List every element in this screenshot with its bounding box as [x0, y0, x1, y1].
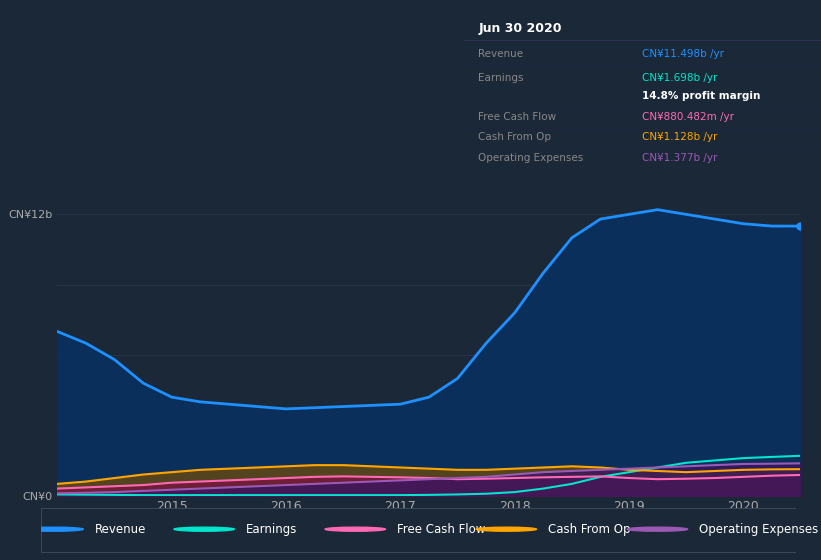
Text: Earnings: Earnings — [478, 73, 524, 83]
Text: CN¥1.377b /yr: CN¥1.377b /yr — [643, 153, 718, 163]
Text: Revenue: Revenue — [478, 49, 523, 59]
Text: Cash From Op: Cash From Op — [478, 132, 551, 142]
Text: Free Cash Flow: Free Cash Flow — [397, 522, 485, 536]
Text: Operating Expenses: Operating Expenses — [699, 522, 819, 536]
Text: CN¥1.128b /yr: CN¥1.128b /yr — [643, 132, 718, 142]
Text: Revenue: Revenue — [94, 522, 146, 536]
Circle shape — [476, 527, 537, 531]
Text: CN¥880.482m /yr: CN¥880.482m /yr — [643, 111, 735, 122]
Text: Free Cash Flow: Free Cash Flow — [478, 111, 557, 122]
Circle shape — [174, 527, 235, 531]
Text: Earnings: Earnings — [245, 522, 297, 536]
Circle shape — [325, 527, 386, 531]
Circle shape — [627, 527, 688, 531]
Text: 14.8% profit margin: 14.8% profit margin — [643, 91, 761, 101]
Circle shape — [23, 527, 84, 531]
Text: CN¥1.698b /yr: CN¥1.698b /yr — [643, 73, 718, 83]
FancyBboxPatch shape — [41, 507, 796, 552]
Text: Jun 30 2020: Jun 30 2020 — [478, 22, 562, 35]
Text: CN¥11.498b /yr: CN¥11.498b /yr — [643, 49, 724, 59]
Text: Operating Expenses: Operating Expenses — [478, 153, 584, 163]
Text: Cash From Op: Cash From Op — [548, 522, 631, 536]
